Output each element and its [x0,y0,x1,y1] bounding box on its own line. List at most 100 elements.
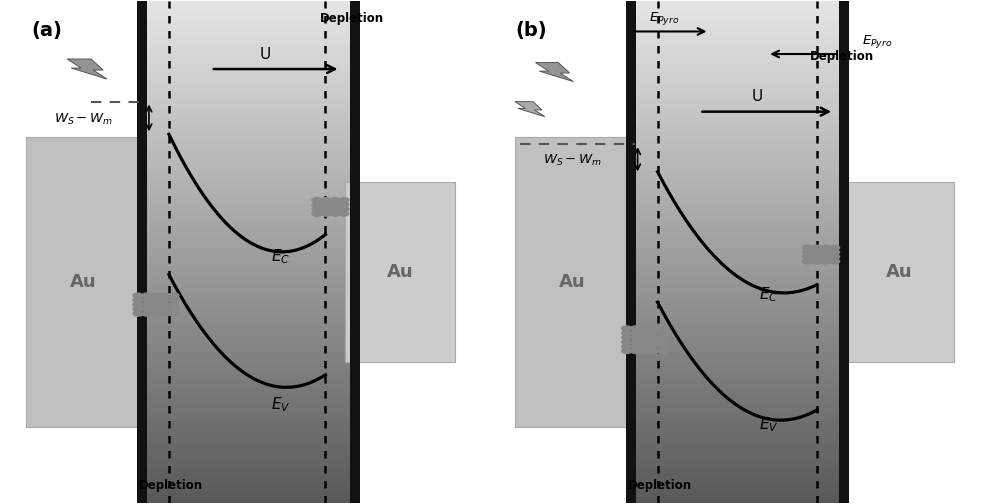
Circle shape [622,331,632,336]
Bar [139,457,356,461]
Bar [844,182,954,362]
Bar [628,482,845,486]
Bar [139,394,356,398]
Circle shape [803,259,813,264]
Bar [628,181,845,185]
Bar [628,457,845,461]
Bar [628,444,845,449]
Bar [628,431,845,436]
Bar [628,139,845,144]
Bar [139,327,356,331]
Circle shape [803,254,813,259]
Bar [139,373,356,377]
Bar [139,369,356,373]
Bar [628,478,845,482]
Bar [628,110,845,114]
Bar [139,93,356,97]
Bar [628,256,845,261]
Bar [139,64,356,68]
Bar [628,369,845,373]
Circle shape [330,202,340,207]
Bar [139,243,356,248]
Bar [139,223,356,227]
Bar [628,398,845,402]
Bar [139,148,356,152]
Bar [628,81,845,85]
Circle shape [631,344,641,349]
Circle shape [640,340,650,344]
Circle shape [169,302,179,307]
Bar [139,152,356,156]
Bar [628,348,845,352]
Circle shape [830,254,840,259]
Bar [628,127,845,131]
Bar [628,210,845,214]
Bar [628,68,845,73]
Bar [628,298,845,302]
Text: $E_C$: $E_C$ [759,285,778,304]
Bar [139,498,356,502]
Circle shape [622,335,632,340]
Bar [139,423,356,427]
Bar [139,144,356,148]
Text: $E_V$: $E_V$ [271,396,290,414]
Bar [139,469,356,473]
Circle shape [151,302,161,307]
Circle shape [658,326,668,331]
Bar [628,18,845,22]
Circle shape [812,250,822,255]
Circle shape [321,202,331,207]
Circle shape [631,335,641,340]
Bar [628,265,845,269]
Text: $W_S - W_m$: $W_S - W_m$ [54,111,113,127]
Text: Depletion: Depletion [810,50,874,63]
Bar [139,35,356,39]
Bar [628,465,845,469]
Bar [139,427,356,431]
Circle shape [821,245,831,250]
Bar [628,327,845,331]
Bar [139,39,356,43]
Bar [139,486,356,490]
Text: $E_C$: $E_C$ [271,247,290,266]
Bar [139,382,356,386]
Bar [628,164,845,168]
Bar [139,2,356,6]
Bar [139,440,356,444]
Bar [515,137,630,427]
Circle shape [649,326,659,331]
Bar [139,139,356,144]
Bar [628,31,845,35]
Bar [628,235,845,239]
Bar [628,285,845,290]
Bar [139,47,356,51]
Bar [628,135,845,139]
Circle shape [321,198,331,203]
Text: $E_{Pyro}$: $E_{Pyro}$ [649,11,680,27]
Circle shape [649,331,659,336]
Bar [345,182,455,362]
Bar [628,60,845,64]
Bar [628,122,845,127]
Bar [139,314,356,319]
Bar [139,402,356,407]
Bar [139,214,356,219]
Bar [628,386,845,390]
Circle shape [169,293,179,298]
Bar [628,336,845,340]
Bar [139,194,356,198]
Bar [139,190,356,194]
Bar [628,73,845,77]
Bar [139,164,356,168]
Bar [139,386,356,390]
Bar [628,423,845,427]
Bar [139,352,356,356]
Polygon shape [67,59,107,79]
Bar [628,407,845,411]
Circle shape [321,211,331,216]
Bar [628,356,845,360]
Bar [139,415,356,419]
Bar [628,114,845,118]
Bar [139,407,356,411]
Bar [139,77,356,81]
